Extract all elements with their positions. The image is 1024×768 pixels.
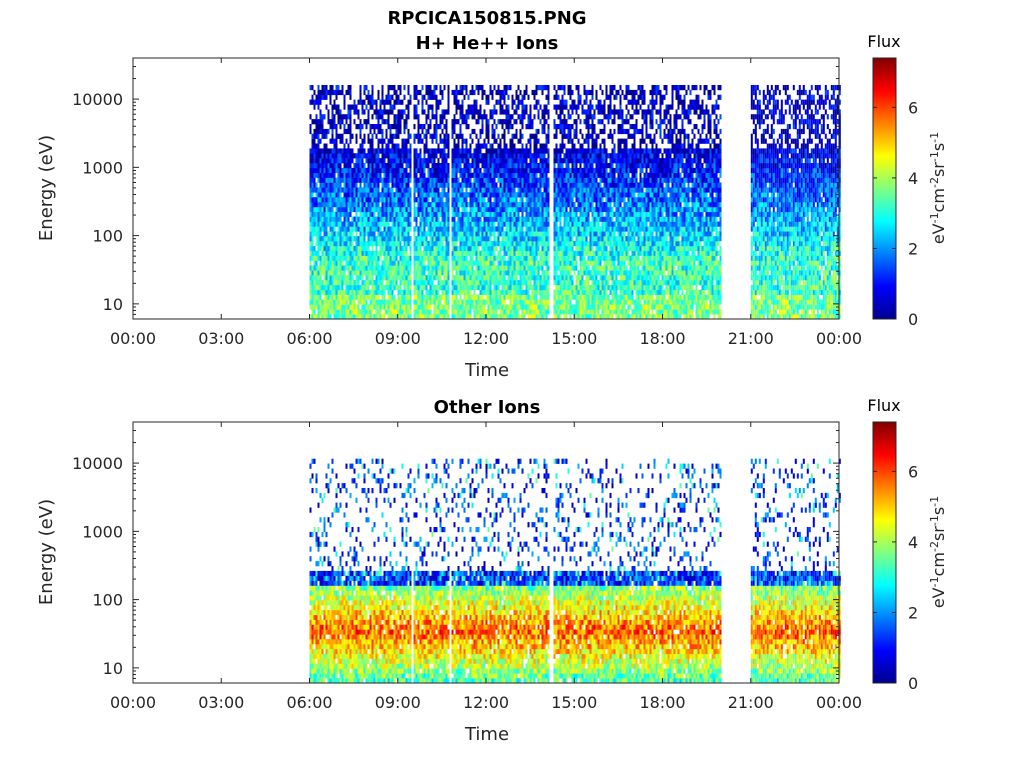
- y-tick-label: 1000: [82, 522, 123, 541]
- colorbar-tick-label: 0: [908, 674, 918, 693]
- y-axis-label: Energy (eV): [36, 499, 57, 605]
- colorbar-tick-label: 2: [908, 603, 918, 622]
- spectrogram-data: [309, 85, 841, 320]
- x-tick-label: 00:00: [816, 693, 862, 712]
- colorbar-ticks: 0 2 4 6: [873, 98, 918, 329]
- panel-title: Other Ions: [434, 397, 541, 418]
- y-tick-label: 10: [103, 659, 123, 678]
- x-tick-label: 00:00: [816, 329, 862, 348]
- panel-title: H+ He++ Ions: [416, 33, 559, 54]
- x-tick-label: 00:00: [110, 329, 156, 348]
- x-tick-label: 21:00: [728, 329, 774, 348]
- x-tick-label: 06:00: [286, 329, 332, 348]
- x-tick-label: 03:00: [198, 693, 244, 712]
- colorbar-unit-label: eV-1cm-2sr-1s-1: [928, 496, 948, 608]
- colorbar: Flux 0 2 4 6 eV-1cm-2sr-1s-1: [867, 32, 948, 329]
- x-tick-label: 00:00: [110, 693, 156, 712]
- x-tick-label: 21:00: [728, 693, 774, 712]
- colorbar: Flux 0 2 4 6 eV-1cm-2sr-1s-1: [867, 396, 948, 693]
- x-axis-label: Time: [464, 360, 509, 381]
- colorbar-frame: [872, 57, 897, 320]
- y-tick-label: 10: [103, 295, 123, 314]
- figure-title: RPCICA150815.PNG: [387, 8, 586, 29]
- y-tick-label: 10000: [72, 90, 123, 109]
- x-tick-label: 15:00: [551, 329, 597, 348]
- colorbar-tick-label: 6: [908, 462, 918, 481]
- colorbar-title: Flux: [867, 32, 900, 51]
- colorbar-title: Flux: [867, 396, 900, 415]
- spectrogram-data: [309, 458, 841, 684]
- colorbar-tick-label: 6: [908, 98, 918, 117]
- y-tick-label: 100: [92, 591, 123, 610]
- y-tick-label: 100: [92, 227, 123, 246]
- colorbar-ticks: 0 2 4 6: [873, 462, 918, 693]
- x-tick-label: 03:00: [198, 329, 244, 348]
- x-tick-label: 18:00: [639, 329, 685, 348]
- y-tick-label: 10000: [72, 454, 123, 473]
- x-tick-label: 06:00: [286, 693, 332, 712]
- top-spectrogram-panel: H+ He++ Ions 00:00 03:00 06:00 09:00 12:00 15…: [36, 32, 948, 381]
- colorbar-tick-label: 4: [908, 169, 918, 188]
- bottom-spectrogram-panel: Other Ions 00:00 03:00 06:00 09:00 12:00 15:0…: [36, 396, 948, 745]
- colorbar-tick-label: 0: [908, 310, 918, 329]
- colorbar-unit-label: eV-1cm-2sr-1s-1: [928, 132, 948, 244]
- x-tick-label: 09:00: [375, 329, 421, 348]
- x-tick-label: 18:00: [639, 693, 685, 712]
- x-tick-label: 09:00: [375, 693, 421, 712]
- colorbar-tick-label: 4: [908, 533, 918, 552]
- y-axis-label: Energy (eV): [36, 135, 57, 241]
- x-tick-label: 15:00: [551, 693, 597, 712]
- axes: 00:00 03:00 06:00 09:00 12:00 15:00 18:00 21:00…: [72, 57, 862, 348]
- colorbar-gradient: [873, 58, 896, 319]
- colorbar-gradient: [873, 422, 896, 683]
- y-tick-label: 1000: [82, 158, 123, 177]
- colorbar-tick-label: 2: [908, 239, 918, 258]
- x-axis-label: Time: [464, 724, 509, 745]
- colorbar-frame: [872, 421, 897, 684]
- axes: 00:00 03:00 06:00 09:00 12:00 15:00 18:00 21:00…: [72, 421, 862, 712]
- x-tick-label: 12:00: [463, 329, 509, 348]
- x-tick-label: 12:00: [463, 693, 509, 712]
